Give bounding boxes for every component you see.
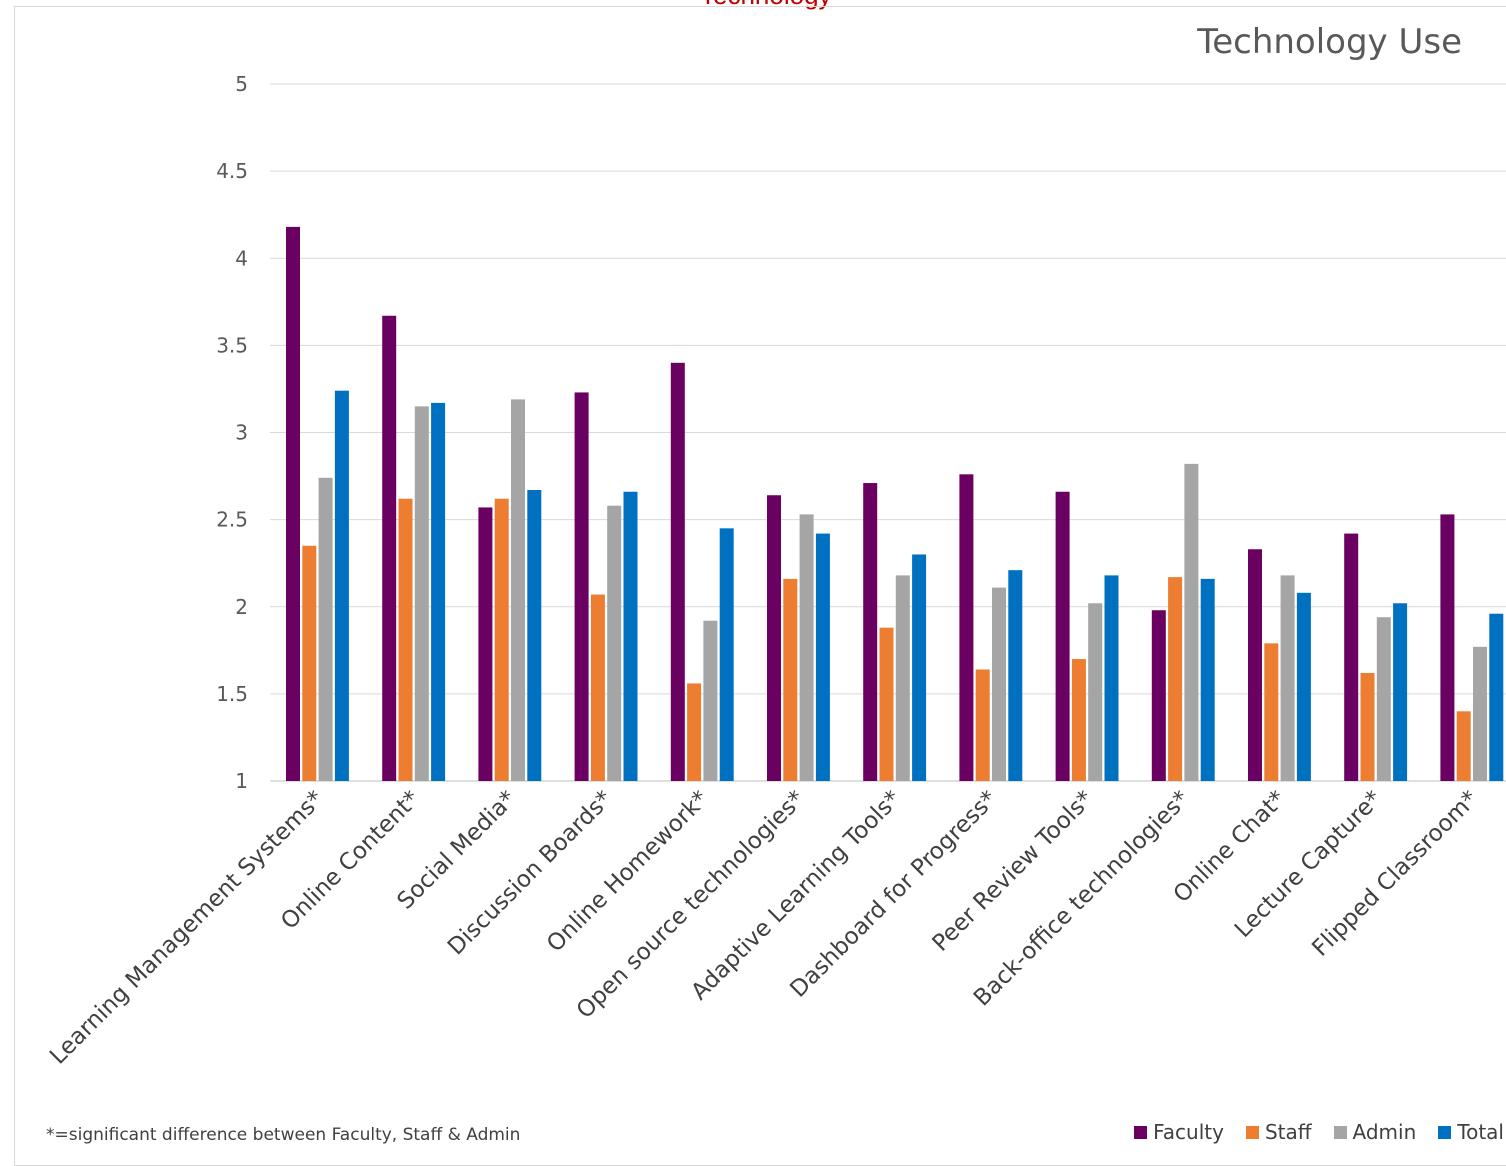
legend-item-faculty: Faculty: [1134, 1120, 1224, 1144]
legend-label: Staff: [1264, 1120, 1312, 1144]
y-tick-label: 3.5: [216, 333, 248, 357]
page-heading-fragment: Technology: [700, 0, 832, 11]
chart-title: Technology Use: [1197, 22, 1462, 62]
bar-faculty: [1248, 549, 1262, 781]
bar-admin: [414, 406, 429, 781]
bar-total: [527, 490, 542, 781]
y-tick-label: 1: [235, 769, 248, 793]
bar-faculty: [1055, 491, 1070, 781]
y-tick-label: 3: [235, 421, 248, 445]
category-label: Peer Review Tools*: [928, 786, 1099, 957]
bar-total: [623, 491, 638, 781]
bar-faculty: [286, 226, 300, 781]
bar-total: [912, 554, 927, 781]
y-tick-label: 4: [235, 246, 248, 270]
legend-swatch: [1245, 1125, 1259, 1139]
bar-total: [334, 390, 349, 781]
bar-admin: [895, 575, 910, 781]
bar-total: [1489, 613, 1504, 781]
category-labels: Learning Management Systems*Online Conte…: [45, 786, 1483, 1070]
bar-staff: [1264, 643, 1279, 781]
bar-total: [1104, 575, 1119, 781]
bar-total: [719, 528, 734, 781]
y-axis-ticks: 1 1.5 2 2.5 3 3.5 4 4.5 5: [216, 72, 248, 793]
bar-faculty: [959, 474, 974, 781]
bar-staff: [687, 683, 702, 781]
footnote: *=significant difference between Faculty…: [46, 1125, 521, 1145]
legend: Faculty Staff Admin Total: [1134, 1120, 1504, 1144]
bar-total: [1393, 603, 1408, 781]
bar-faculty: [863, 483, 878, 781]
category-label: Discussion Boards*: [443, 786, 617, 960]
bar-admin: [703, 620, 718, 781]
bar-faculty: [382, 315, 397, 781]
legend-swatch: [1438, 1125, 1452, 1139]
bar-faculty: [478, 507, 493, 781]
legend-label: Admin: [1352, 1120, 1417, 1144]
bar-faculty: [574, 392, 589, 781]
bar-staff: [494, 498, 509, 781]
bars: [286, 226, 1504, 781]
bar-staff: [590, 594, 605, 781]
bar-staff: [398, 498, 413, 781]
bar-admin: [1473, 646, 1487, 781]
bar-staff: [302, 545, 317, 781]
bar-staff: [1360, 672, 1375, 781]
bar-admin: [318, 477, 333, 781]
bar-admin: [1088, 603, 1103, 781]
bar-faculty: [1440, 514, 1455, 781]
y-tick-label: 4.5: [216, 159, 248, 183]
bar-admin: [607, 505, 622, 781]
bar-total: [1200, 578, 1215, 781]
bar-admin: [992, 587, 1006, 781]
legend-item-total: Total: [1438, 1120, 1504, 1144]
legend-item-staff: Staff: [1245, 1120, 1312, 1144]
bar-staff: [975, 669, 990, 781]
category-label: Flipped Classroom*: [1307, 786, 1483, 962]
legend-label: Faculty: [1153, 1120, 1224, 1144]
bar-staff: [783, 578, 798, 781]
bar-staff: [879, 627, 894, 781]
bar-staff: [1456, 711, 1471, 781]
bar-faculty: [1151, 610, 1166, 781]
bar-admin: [799, 514, 814, 781]
bar-admin: [1376, 617, 1391, 781]
bar-total: [431, 402, 446, 781]
legend-swatch: [1134, 1125, 1148, 1139]
y-tick-label: 1.5: [216, 682, 248, 706]
bar-total: [1008, 570, 1023, 781]
y-tick-label: 2: [235, 595, 248, 619]
bar-staff: [1071, 659, 1086, 781]
bar-staff: [1168, 577, 1183, 781]
legend-item-admin: Admin: [1333, 1120, 1417, 1144]
bar-admin: [511, 399, 525, 781]
legend-swatch: [1333, 1125, 1347, 1139]
bar-admin: [1280, 575, 1295, 781]
bar-faculty: [1344, 533, 1359, 781]
y-tick-label: 5: [235, 72, 248, 96]
bar-faculty: [767, 495, 781, 781]
bar-admin: [1184, 463, 1199, 781]
bar-total: [1296, 592, 1311, 781]
bar-total: [815, 533, 830, 781]
category-label: Dashboard for Progress*: [785, 786, 1002, 1003]
y-tick-label: 2.5: [216, 508, 248, 532]
legend-label: Total: [1457, 1120, 1504, 1144]
category-label: Online Homework*: [542, 786, 714, 958]
bar-faculty: [670, 362, 685, 781]
